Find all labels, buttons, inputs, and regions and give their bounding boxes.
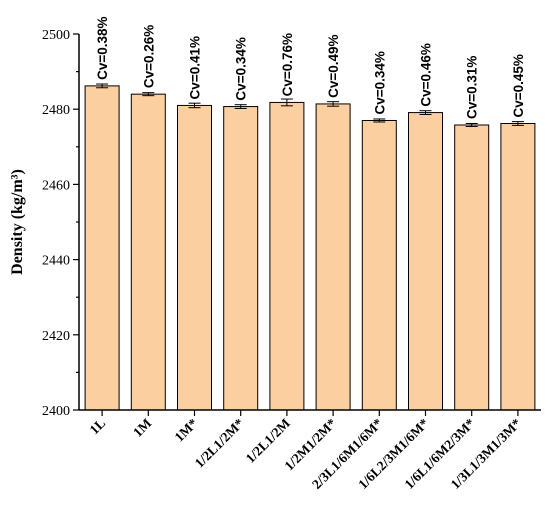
data-label-6: Cv=0.49% [326, 35, 341, 98]
x-tick-label-2: 1M [130, 415, 155, 440]
bar-10 [500, 122, 536, 411]
data-label-4: Cv=0.34% [234, 37, 249, 100]
bars-layer [84, 85, 536, 411]
bar-7 [361, 119, 397, 411]
y-tick-label-2: 2420 [42, 329, 70, 344]
data-label-2: Cv=0.26% [141, 25, 156, 88]
data-label-3: Cv=0.41% [188, 36, 203, 99]
bar-8 [408, 112, 443, 411]
y-tick-label-6: 2500 [42, 28, 70, 43]
y-tick-label-3: 2440 [42, 254, 70, 269]
bar-2 [130, 93, 166, 411]
data-labels-layer: Cv=0.38% Cv=0.26% Cv=0.41% Cv=0.34% Cv=0.76%… [95, 16, 526, 119]
bar-5 [269, 101, 305, 411]
x-tick-label-3: 1M* [171, 415, 200, 444]
data-label-7: Cv=0.34% [372, 51, 387, 114]
error-bars-layer [96, 83, 524, 127]
bar-9 [454, 124, 490, 411]
bar-3 [177, 104, 212, 411]
y-tick-label-5: 2480 [42, 103, 70, 118]
x-tick-label-4: 1/2L1/2M* [192, 415, 247, 470]
data-label-5: Cv=0.76% [280, 33, 295, 96]
data-label-8: Cv=0.46% [419, 43, 434, 106]
x-tick-label-1: 1L [86, 416, 108, 438]
y-axis-title: Density (kg/m³) [9, 169, 26, 275]
data-label-9: Cv=0.31% [465, 56, 480, 119]
y-tick-label-1: 2400 [42, 404, 70, 419]
bar-6 [315, 103, 351, 411]
data-label-10: Cv=0.45% [511, 54, 526, 117]
data-label-1: Cv=0.38% [95, 16, 110, 79]
y-tick-label-4: 2460 [42, 178, 70, 193]
bar-4 [223, 106, 259, 411]
bar-1 [84, 85, 120, 411]
